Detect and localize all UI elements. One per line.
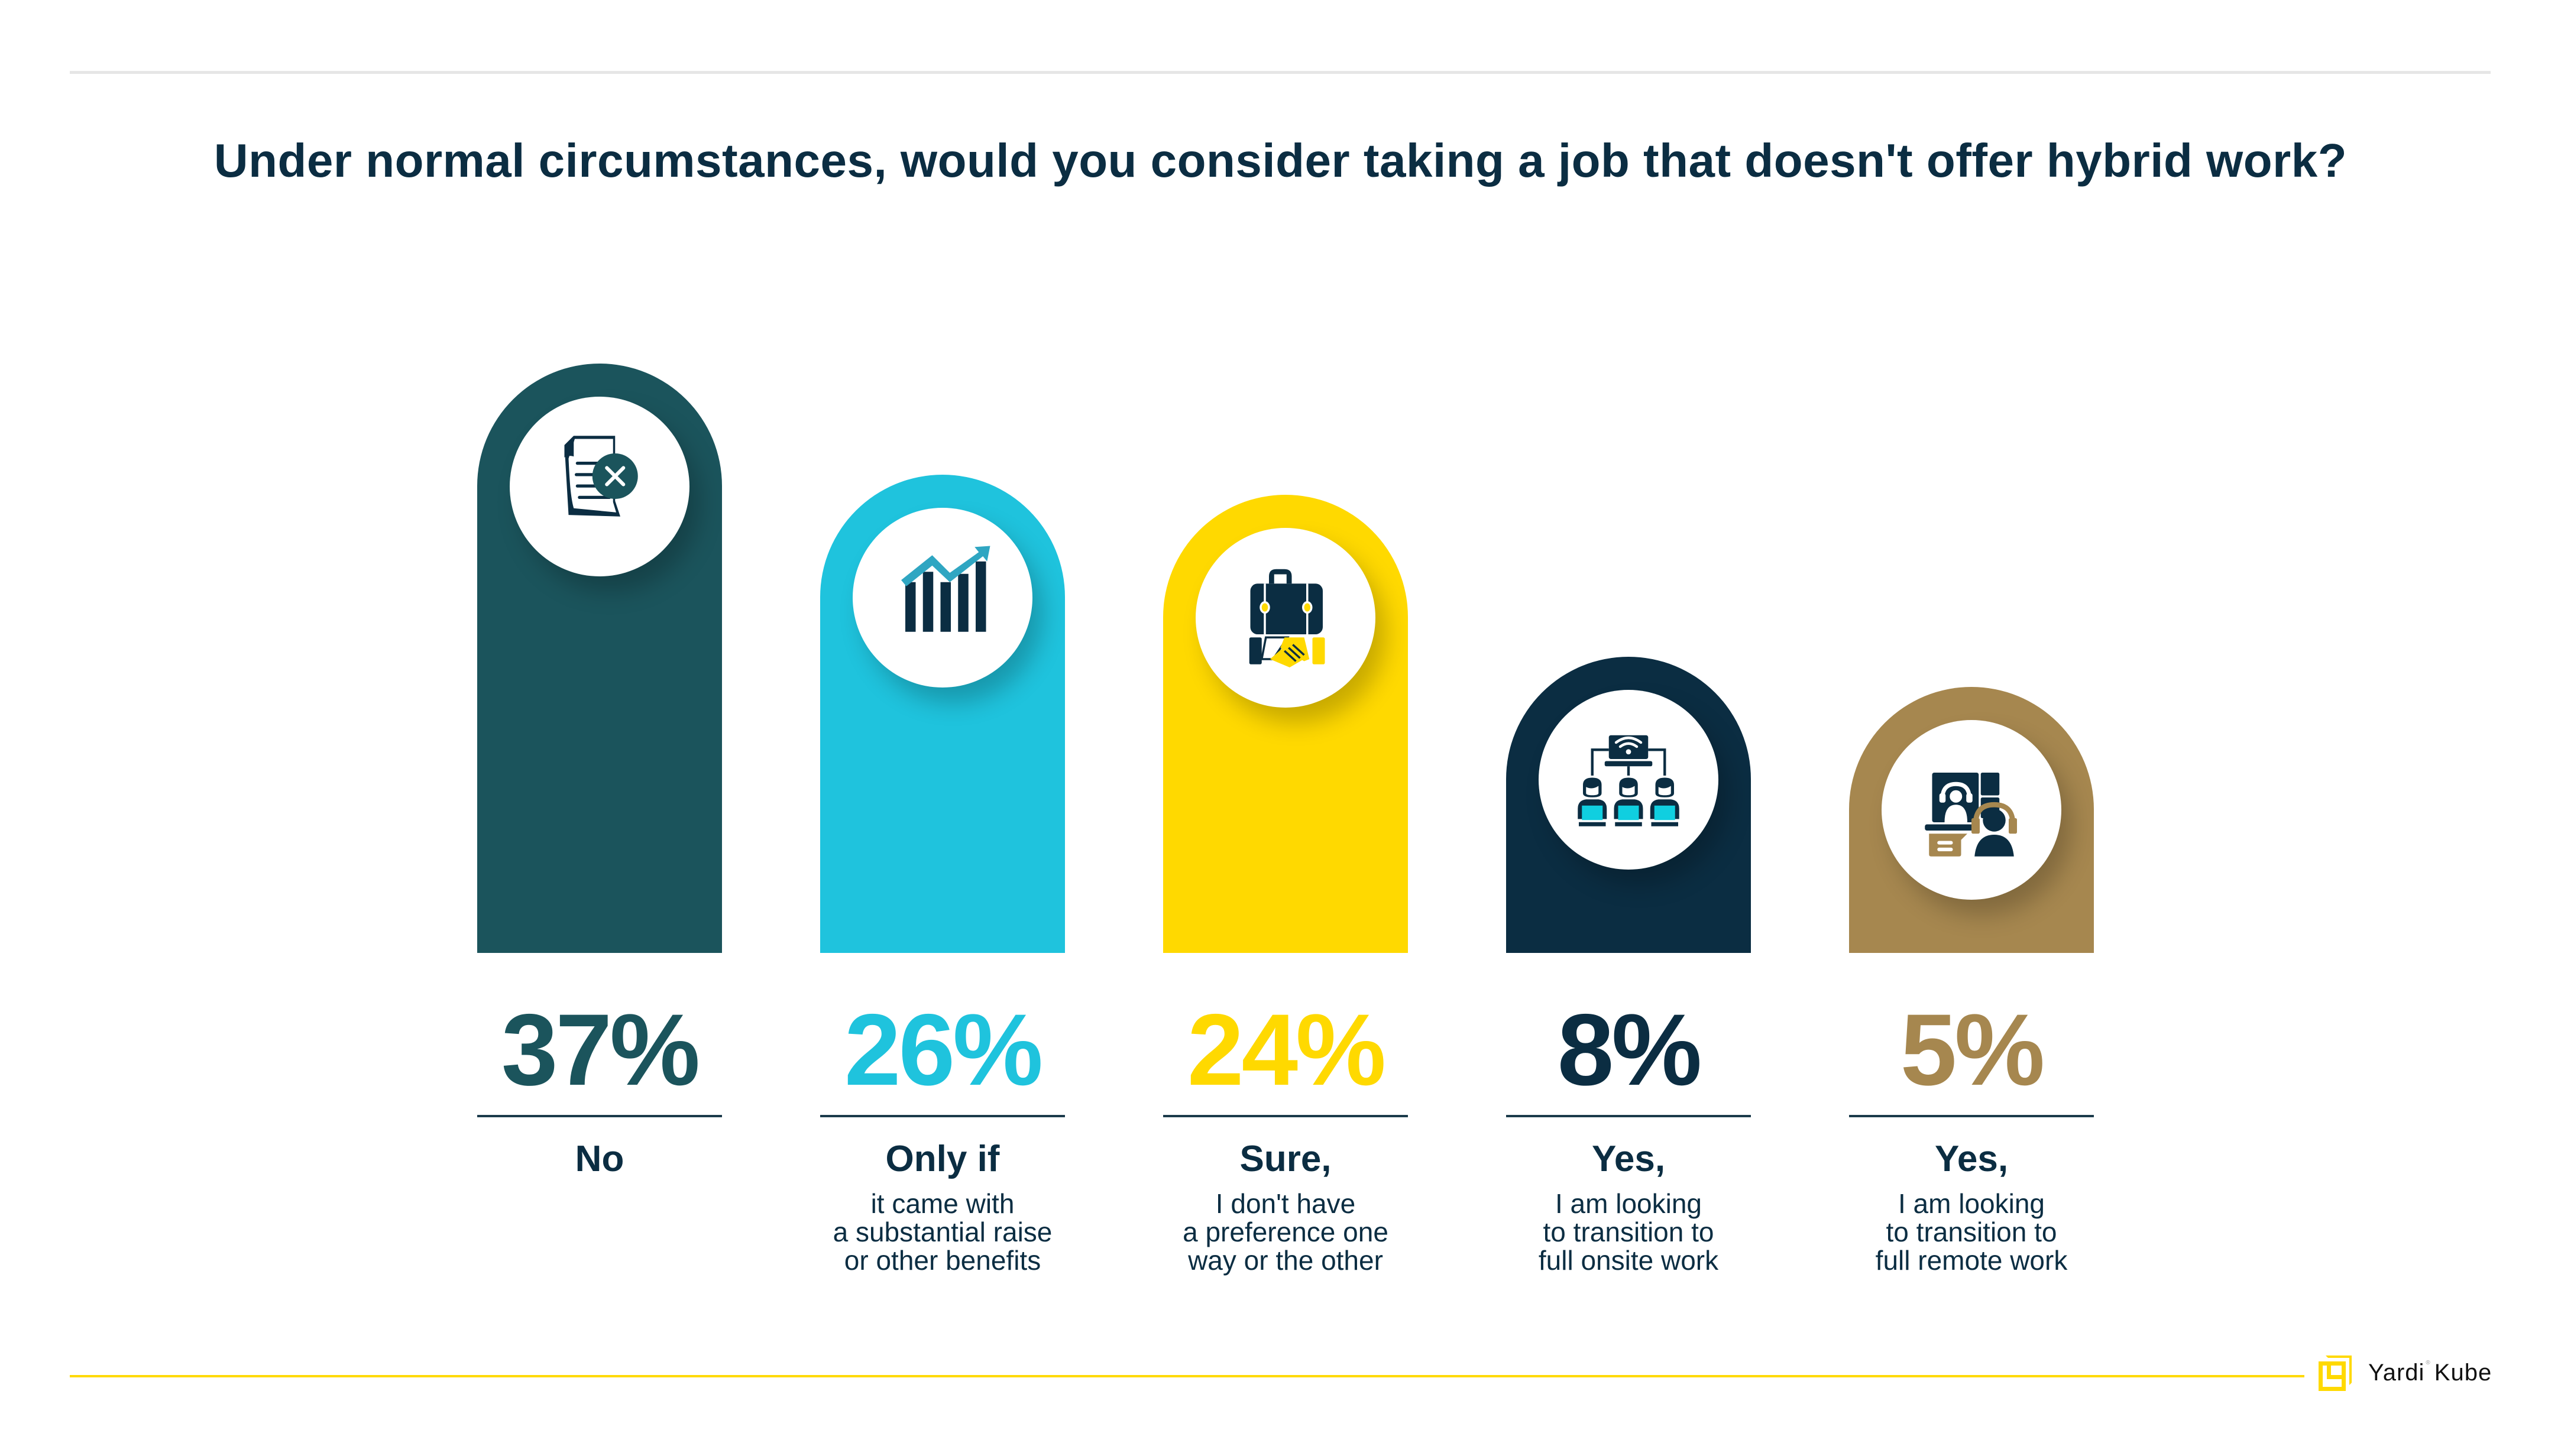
bar-column: 37% No — [477, 0, 722, 1456]
brand-name-yardi: Yardi — [2368, 1359, 2425, 1386]
icon-badge — [1882, 720, 2061, 900]
bar — [1849, 687, 2094, 953]
description-line: it came with — [870, 1188, 1015, 1219]
icon-badge — [510, 397, 689, 576]
description-line: to transition to — [1886, 1217, 2057, 1247]
briefcase-handshake-icon — [1249, 569, 1325, 668]
category-description: I am looking to transition to full onsite … — [1459, 1189, 1798, 1275]
value-label: 26% — [844, 993, 1043, 1107]
value-label: 8% — [1557, 993, 1702, 1107]
bar — [820, 475, 1065, 953]
value-label: 24% — [1187, 993, 1386, 1107]
bar-column: 24% Sure, I don't have a preference one way … — [1163, 0, 1408, 1456]
chart-title: Under normal circumstances, would you co… — [213, 134, 2348, 187]
value-divider — [1506, 1115, 1751, 1117]
bar-column: 5% Yes, I am looking to transition to full r… — [1849, 0, 2094, 1456]
category-description: I don't have a preference one way or the o… — [1116, 1189, 1455, 1275]
description-line: I don't have — [1215, 1188, 1356, 1219]
icon-badge — [1539, 689, 1718, 870]
category-label: Sure, — [1239, 1139, 1332, 1179]
value-divider — [1163, 1115, 1408, 1117]
bar — [477, 364, 722, 953]
description-line: way or the other — [1188, 1245, 1383, 1276]
category-label: No — [575, 1139, 624, 1179]
category-description: it came with a substantial raise or other … — [773, 1189, 1112, 1275]
value-divider — [1849, 1115, 2094, 1117]
icon-badge — [1196, 528, 1375, 708]
description-line: full onsite work — [1538, 1245, 1719, 1276]
icon-badge — [853, 508, 1032, 688]
value-divider — [477, 1115, 722, 1117]
category-label: Yes, — [1591, 1139, 1666, 1179]
category-label: Yes, — [1934, 1139, 2009, 1179]
description-line: to transition to — [1543, 1217, 1714, 1247]
growth-chart-icon — [901, 546, 990, 632]
description-line: I am looking — [1555, 1188, 1702, 1219]
yardi-kube-logo-icon — [2319, 1356, 2352, 1391]
description-line: a preference one — [1183, 1217, 1388, 1247]
description-line: or other benefits — [844, 1245, 1041, 1276]
description-line: full remote work — [1875, 1245, 2068, 1276]
value-label: 37% — [501, 993, 700, 1107]
footer-divider — [70, 1375, 2304, 1377]
category-description: I am looking to transition to full remote … — [1802, 1189, 2141, 1275]
bar — [1163, 495, 1408, 953]
bar-column: 8% Yes, I am looking to transition to full o… — [1506, 0, 1751, 1456]
value-divider — [820, 1115, 1065, 1117]
registered-mark: ® — [2426, 1359, 2431, 1366]
onsite-team-icon — [1578, 735, 1679, 826]
description-line: I am looking — [1898, 1188, 2045, 1219]
brand-name: Yardi ® Kube — [2368, 1360, 2492, 1386]
category-label: Only if — [885, 1139, 1000, 1179]
bar — [1506, 656, 1751, 953]
bar-column: 26% Only if it came with a substantial rais… — [820, 0, 1065, 1456]
value-label: 5% — [1900, 993, 2045, 1107]
top-divider — [70, 71, 2491, 74]
document-cancel-icon — [564, 436, 638, 517]
brand-logo: Yardi ® Kube — [2317, 1353, 2492, 1392]
description-line: a substantial raise — [833, 1217, 1053, 1247]
brand-name-kube: Kube — [2434, 1359, 2492, 1386]
remote-call-icon — [1925, 773, 2017, 857]
